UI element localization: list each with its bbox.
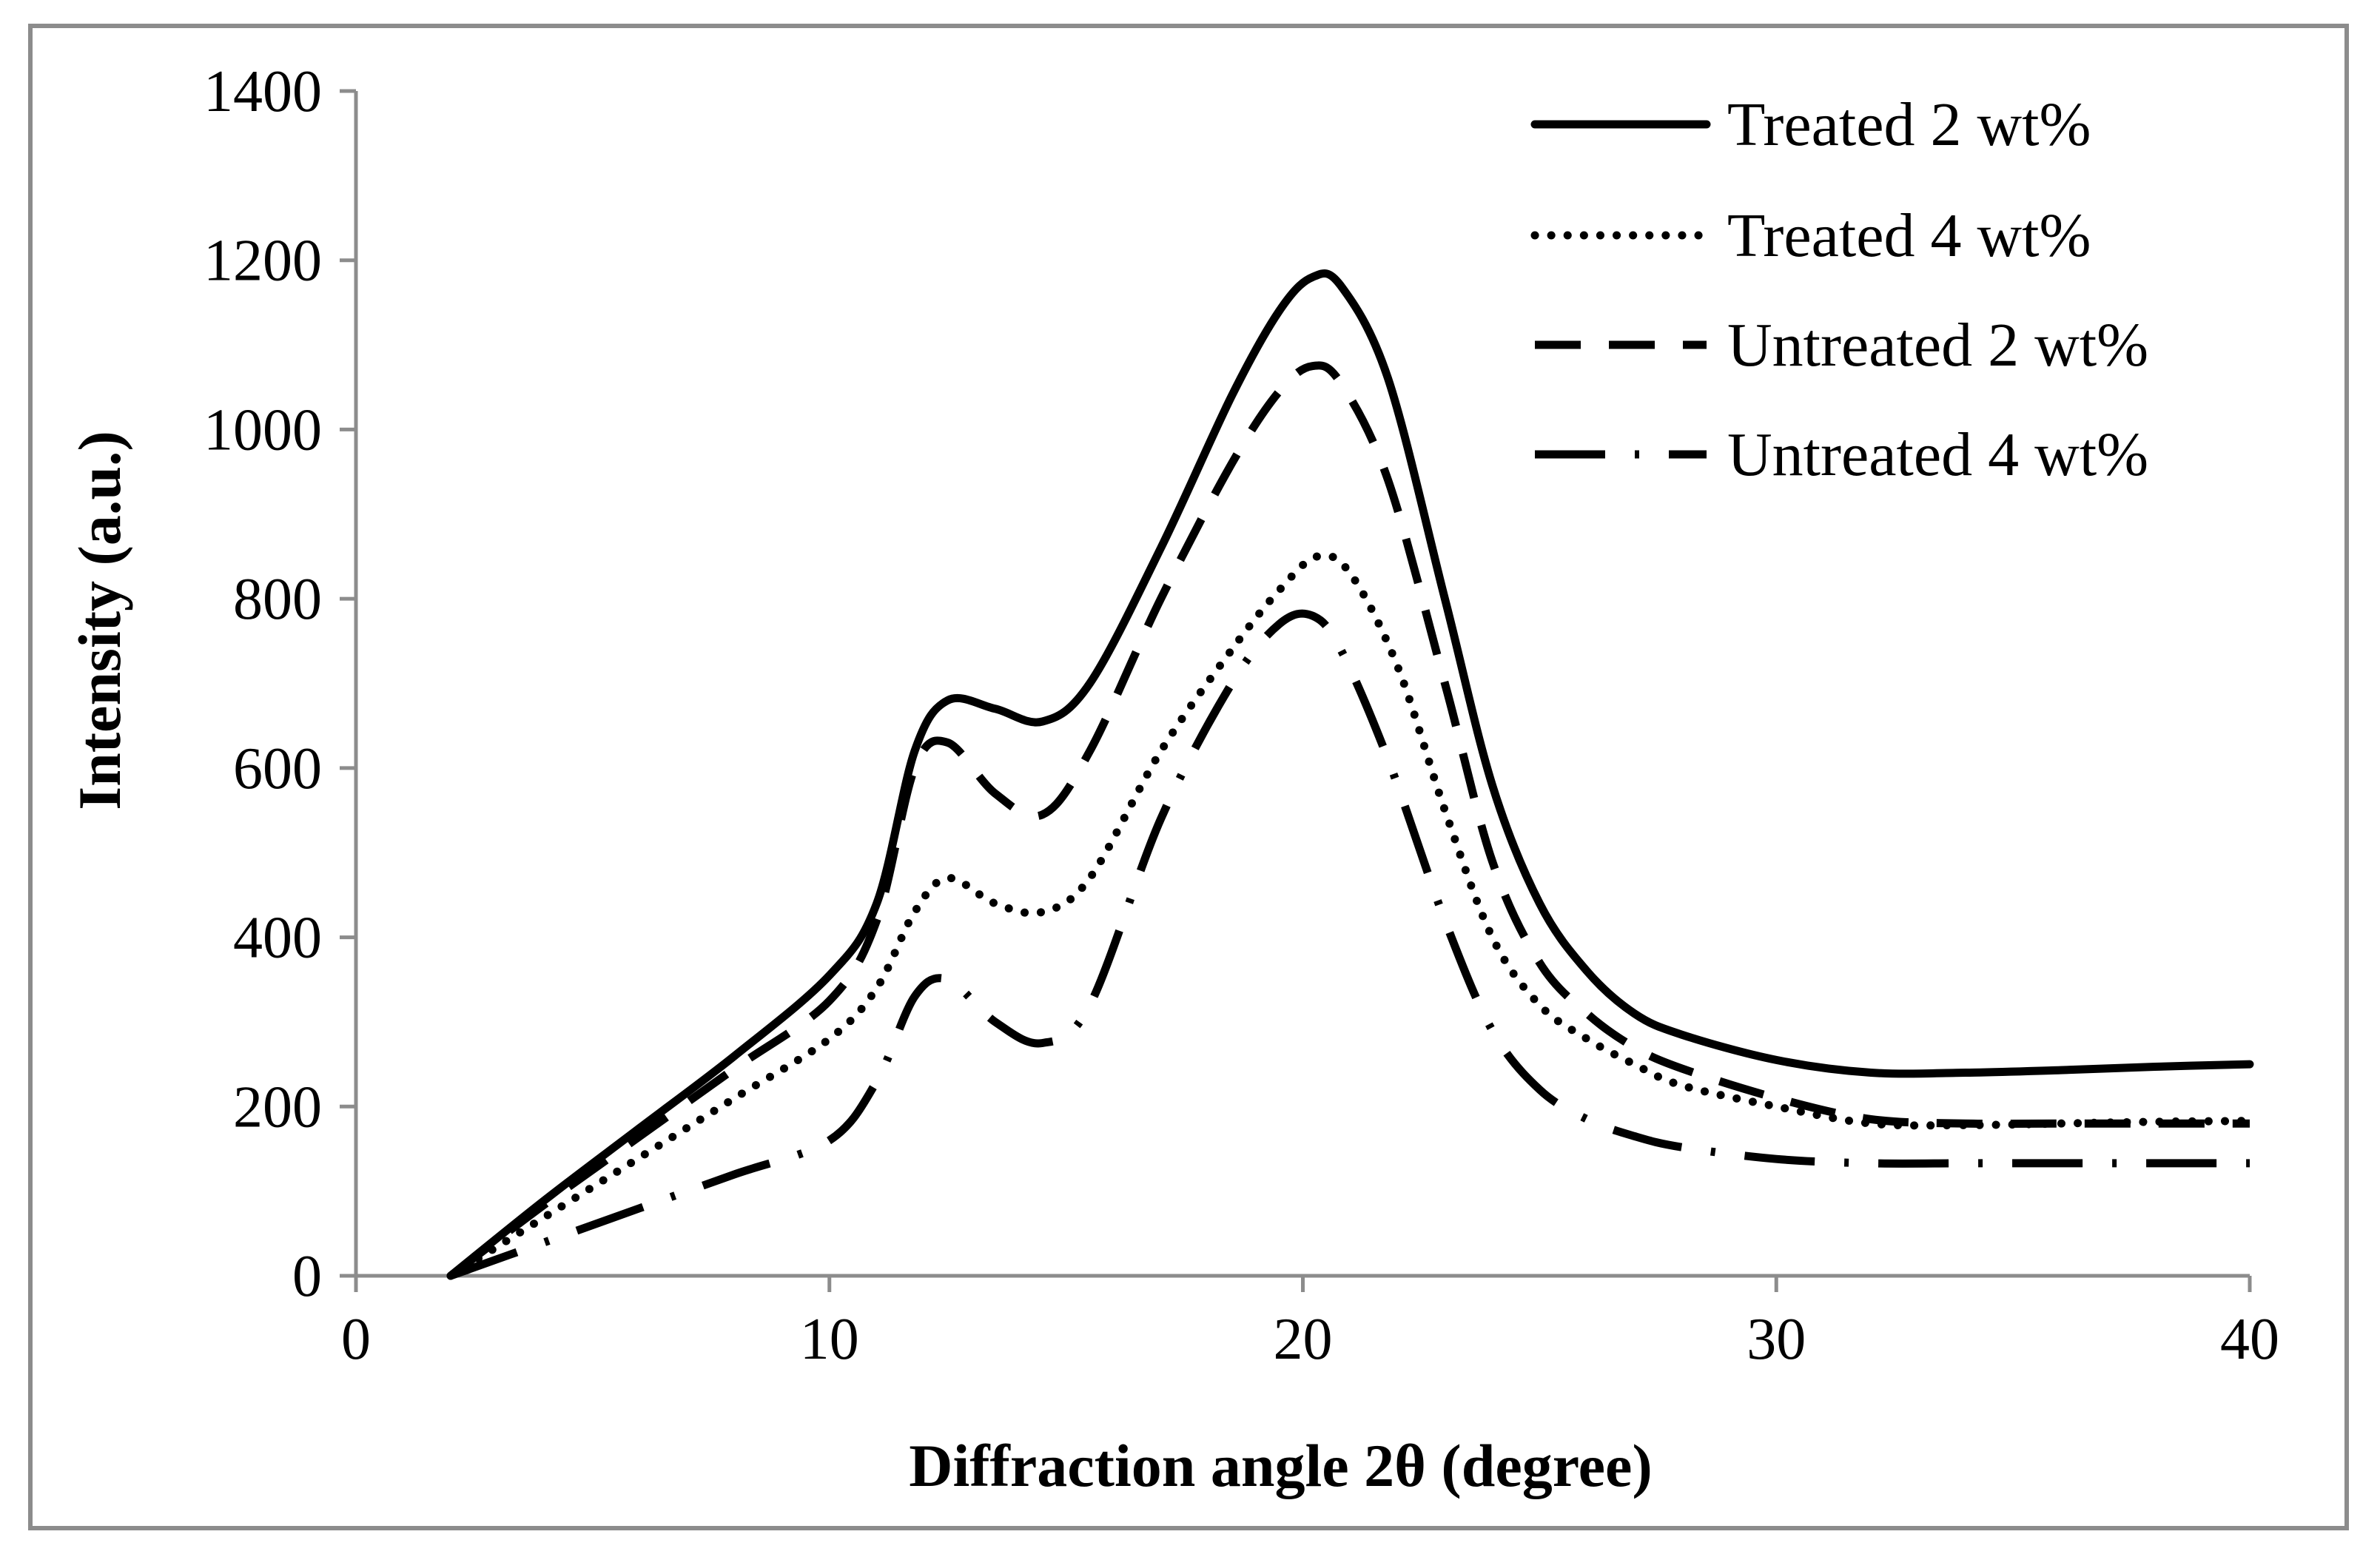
x-tick-label: 40 (2220, 1307, 2279, 1372)
x-tick-label: 20 (1274, 1307, 1333, 1372)
legend-label-0: Treated 2 wt% (1727, 90, 2091, 159)
series-layer (446, 269, 2254, 1280)
y-tick-label: 200 (233, 1075, 322, 1140)
series-line-0 (446, 269, 2254, 1280)
legend-label-3: Untreated 4 wt% (1727, 420, 2148, 489)
legend: Treated 2 wt% Treated 4 wt% Untreated 2 wt… (1530, 90, 2148, 489)
x-tick-label: 0 (341, 1307, 371, 1372)
chart-frame: 0 200 400 600 800 1000 1200 1400 0 10 20 30 40 Treat… (28, 24, 2349, 1530)
y-tick-label: 600 (233, 736, 322, 801)
x-tick-label: 10 (800, 1307, 859, 1372)
y-tick-label: 1000 (204, 397, 322, 463)
series-line-1 (446, 551, 2254, 1280)
y-tick-label: 1200 (204, 229, 322, 294)
y-axis-title: Intensity (a.u.) (66, 431, 133, 810)
legend-label-1: Treated 4 wt% (1727, 201, 2091, 270)
x-tick-label: 30 (1747, 1307, 1806, 1372)
y-tick-label: 1400 (204, 59, 322, 124)
y-tick-label: 400 (233, 906, 322, 971)
y-tick-label: 0 (292, 1244, 322, 1309)
y-tick-label: 800 (233, 567, 322, 632)
series-line-3 (449, 609, 2250, 1280)
x-axis-title: Diffraction angle 2θ (degree) (909, 1432, 1653, 1499)
chart-svg: 0 200 400 600 800 1000 1200 1400 0 10 20 30 40 Treat… (66, 59, 2279, 1499)
axes: 0 200 400 600 800 1000 1200 1400 0 10 20 30 40 (204, 59, 2279, 1372)
legend-label-2: Untreated 2 wt% (1727, 311, 2148, 380)
series-line-2 (448, 361, 2250, 1279)
